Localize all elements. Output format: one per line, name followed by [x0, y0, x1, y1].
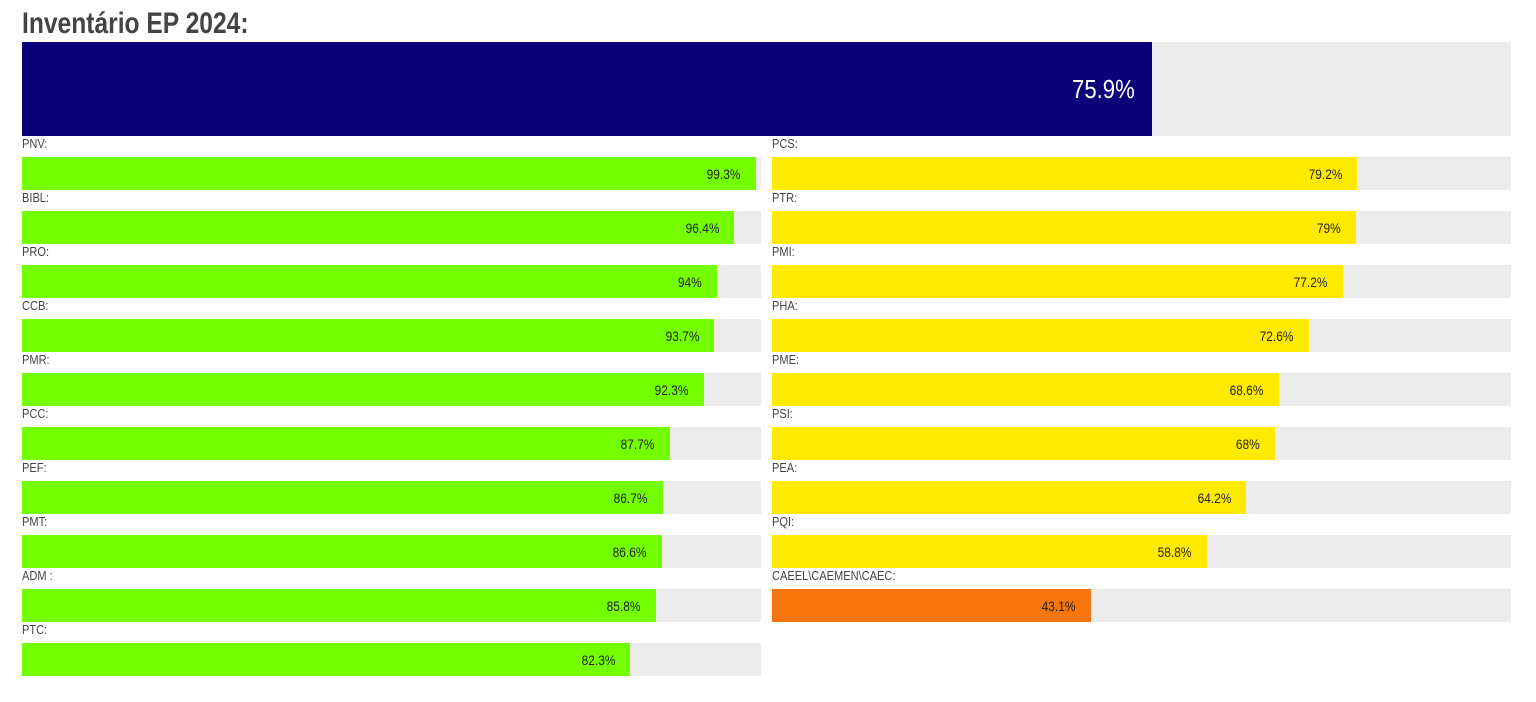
- left-bar-value: 85.8%: [607, 597, 641, 614]
- right-bar-label: PQI:: [772, 514, 795, 529]
- left-bar-value: 87.7%: [621, 435, 655, 452]
- left-bar-label: PEF:: [22, 460, 47, 475]
- right-bar-track: 58.8%: [772, 535, 1511, 568]
- left-bar-label: PMT:: [22, 514, 48, 529]
- right-bar-track: 43.1%: [772, 589, 1511, 622]
- right-bar-track: 64.2%: [772, 481, 1511, 514]
- left-bar-value: 82.3%: [581, 651, 615, 668]
- right-bar-fill: [772, 211, 1356, 244]
- left-bar-track: 87.7%: [22, 427, 761, 460]
- right-bar-value: 68.6%: [1229, 381, 1264, 398]
- right-bar-label: PTR:: [772, 190, 798, 205]
- left-bar-track: 96.4%: [22, 211, 761, 244]
- right-bar-fill: [772, 427, 1275, 460]
- right-bar-track: 68.6%: [772, 373, 1511, 406]
- left-bar-fill: [22, 643, 631, 676]
- overall-progress-bar: 75.9%: [22, 42, 1511, 136]
- overall-progress-value: 75.9%: [1072, 73, 1136, 104]
- right-bar-label: PCS:: [772, 136, 798, 151]
- page-title: Inventário EP 2024:: [22, 7, 249, 40]
- right-bar-label: PHA:: [772, 298, 798, 313]
- right-bar-value: 79.2%: [1308, 165, 1342, 182]
- left-bar-fill: [22, 373, 705, 406]
- right-bar-value: 58.8%: [1157, 543, 1192, 560]
- left-bar-fill: [22, 265, 717, 298]
- right-bar-fill: [772, 481, 1247, 514]
- right-bar-fill: [772, 157, 1358, 190]
- right-bar-fill: [772, 373, 1279, 406]
- overall-progress-fill: [22, 42, 1153, 136]
- right-bar-track: 77.2%: [772, 265, 1511, 298]
- right-bar-label: CAEEL\CAEMEN\CAEC:: [772, 568, 896, 583]
- left-bar-label: PRO:: [22, 244, 50, 259]
- left-bar-label: PTC:: [22, 622, 48, 637]
- right-bar-label: PSI:: [772, 406, 793, 421]
- left-bar-value: 99.3%: [706, 165, 741, 182]
- right-bar-value: 43.1%: [1041, 597, 1076, 614]
- right-bar-value: 68%: [1235, 435, 1260, 452]
- left-bar-value: 92.3%: [655, 381, 689, 398]
- left-bar-track: 86.6%: [22, 535, 761, 568]
- left-bar-track: 82.3%: [22, 643, 761, 676]
- right-bar-fill: [772, 589, 1091, 622]
- left-bar-label: PNV:: [22, 136, 48, 151]
- left-bar-value: 96.4%: [685, 219, 720, 236]
- right-bar-label: PME:: [772, 352, 800, 367]
- left-bar-track: 85.8%: [22, 589, 761, 622]
- right-bar-track: 79%: [772, 211, 1511, 244]
- right-bar-track: 72.6%: [772, 319, 1511, 352]
- right-bar-label: PMI:: [772, 244, 795, 259]
- left-bar-label: CCB:: [22, 298, 49, 313]
- left-bar-fill: [22, 481, 663, 514]
- left-bar-track: 99.3%: [22, 157, 761, 190]
- right-bar-label: PEA:: [772, 460, 798, 475]
- left-bar-track: 86.7%: [22, 481, 761, 514]
- left-bar-label: PMR:: [22, 352, 50, 367]
- left-bar-track: 93.7%: [22, 319, 761, 352]
- right-bar-track: 68%: [772, 427, 1511, 460]
- left-bar-fill: [22, 211, 735, 244]
- right-bar-fill: [772, 265, 1343, 298]
- left-bar-fill: [22, 319, 715, 352]
- right-bar-fill: [772, 535, 1207, 568]
- right-bar-value: 79%: [1316, 219, 1341, 236]
- left-bar-value: 94%: [677, 273, 702, 290]
- left-bar-label: BIBL:: [22, 190, 50, 205]
- left-bar-track: 94%: [22, 265, 761, 298]
- left-bar-value: 86.6%: [612, 543, 647, 560]
- left-bar-value: 93.7%: [665, 327, 700, 344]
- left-bar-track: 92.3%: [22, 373, 761, 406]
- left-bar-label: PCC:: [22, 406, 49, 421]
- left-bar-value: 86.7%: [613, 489, 648, 506]
- right-bar-fill: [772, 319, 1309, 352]
- left-bar-fill: [22, 157, 756, 190]
- left-bar-fill: [22, 589, 657, 622]
- left-bar-fill: [22, 535, 662, 568]
- left-bar-label: ADM :: [22, 568, 53, 583]
- right-bar-track: 79.2%: [772, 157, 1511, 190]
- left-bar-fill: [22, 427, 671, 460]
- right-bar-value: 64.2%: [1197, 489, 1232, 506]
- right-bar-value: 72.6%: [1259, 327, 1294, 344]
- right-bar-value: 77.2%: [1293, 273, 1328, 290]
